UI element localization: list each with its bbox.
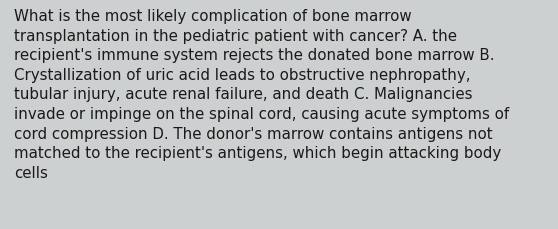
Text: What is the most likely complication of bone marrow
transplantation in the pedia: What is the most likely complication of … <box>14 9 509 180</box>
